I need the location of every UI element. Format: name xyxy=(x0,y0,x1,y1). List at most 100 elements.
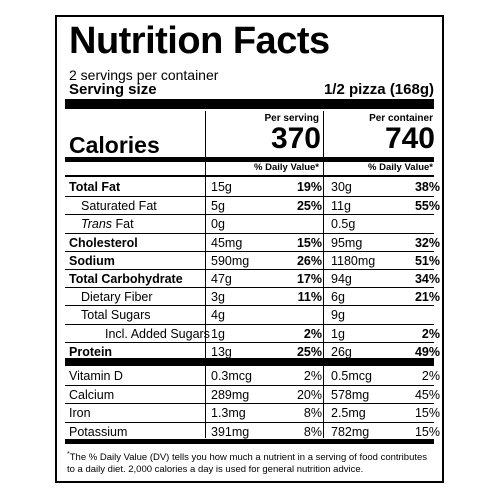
serving-amount: 289mg xyxy=(211,388,250,403)
medium-divider xyxy=(65,157,434,162)
container-amount: 6g xyxy=(331,290,345,305)
nutrient-name-text: Total Fat xyxy=(69,180,121,194)
nutrient-name: Vitamin D xyxy=(69,367,123,385)
nutrient-name: Total Sugars xyxy=(81,306,150,324)
container-amount: 95mg xyxy=(331,235,363,250)
container-percent: 45% xyxy=(414,388,440,403)
calories-per-container: 740 xyxy=(384,122,435,155)
nutrient-name: Dietary Fiber xyxy=(81,288,153,306)
serving-amount: 590mg xyxy=(211,253,250,268)
serving-amount: 0.3mcg xyxy=(211,369,252,383)
thin-divider xyxy=(65,175,434,177)
footnote-star: * xyxy=(67,451,70,458)
container-amount: 30g xyxy=(331,180,352,194)
serving-size-label: Serving size xyxy=(69,81,157,98)
container-percent: 2% xyxy=(421,326,440,341)
nutrient-row: Total Fat 15g 19% 30g 38% xyxy=(65,178,440,196)
container-percent: 2% xyxy=(421,369,440,383)
serving-amount: 5g xyxy=(211,199,225,214)
servings-per-container: 2 servings per container xyxy=(69,67,219,83)
nutrient-name-text: Cholesterol xyxy=(69,235,138,250)
serving-amount: 3g xyxy=(211,290,225,305)
serving-amount: 1.3mg xyxy=(211,406,246,421)
serving-percent: 25% xyxy=(296,344,322,359)
footnote-text: The % Daily Value (DV) tells you how muc… xyxy=(67,452,428,476)
serving-amount: 4g xyxy=(211,308,225,323)
nutrient-name-text: Saturated Fat xyxy=(81,199,157,214)
vitamin-row: Potassium 391mg 8% 782mg 15% xyxy=(65,421,440,441)
nutrient-name-text: Vitamin D xyxy=(69,369,123,383)
nutrient-name: Trans Fat xyxy=(81,215,134,233)
nutrient-name: Incl. Added Sugars xyxy=(105,325,210,343)
nutrient-name-text: Protein xyxy=(69,344,113,359)
nutrient-name-italic: Trans xyxy=(81,217,113,232)
container-amount: 2.5mg xyxy=(331,406,366,421)
nutrient-row: Incl. Added Sugars 1g 2% 1g 2% xyxy=(65,323,440,343)
container-percent: 15% xyxy=(414,424,440,439)
container-amount: 578mg xyxy=(331,388,370,403)
nutrient-name-text: Dietary Fiber xyxy=(81,290,153,305)
nutrient-name: Saturated Fat xyxy=(81,197,157,215)
serving-percent: 19% xyxy=(296,180,322,194)
serving-amount: 0g xyxy=(211,217,225,232)
nutrient-name-text: Potassium xyxy=(69,424,128,439)
nutrient-name: Calcium xyxy=(69,386,114,404)
per-container-header: Per container xyxy=(369,113,433,124)
calories-label: Calories xyxy=(69,132,160,158)
nutrient-name: Total Carbohydrate xyxy=(69,270,183,288)
container-percent: 32% xyxy=(414,235,440,250)
nutrient-name-text: Calcium xyxy=(69,388,115,403)
footnote: *The % Daily Value (DV) tells you how mu… xyxy=(67,449,437,476)
nutrient-row: Saturated Fat 5g 25% 11g 55% xyxy=(65,196,440,215)
container-amount: 782mg xyxy=(331,424,370,439)
vitamin-row: Calcium 289mg 20% 578mg 45% xyxy=(65,385,440,404)
nutrient-name-text: Iron xyxy=(69,406,91,421)
nutrient-name: Sodium xyxy=(69,252,115,270)
nutrient-name: Cholesterol xyxy=(69,234,138,252)
serving-percent: 2% xyxy=(303,369,322,383)
nutrient-name-text: Fat xyxy=(115,217,134,232)
nutrient-name: Protein xyxy=(69,343,112,361)
thick-divider xyxy=(65,99,434,109)
nutrient-name-text: Total Carbohydrate xyxy=(69,272,183,286)
container-amount: 26g xyxy=(331,344,352,359)
nutrient-row: Dietary Fiber 3g 11% 6g 21% xyxy=(65,287,440,306)
serving-amount: 15g xyxy=(211,180,232,194)
container-amount: 0.5g xyxy=(331,217,356,232)
serving-amount: 13g xyxy=(211,344,232,359)
container-percent: 55% xyxy=(414,199,440,214)
serving-percent: 2% xyxy=(303,326,322,341)
container-amount: 11g xyxy=(331,199,351,214)
panel-title: Nutrition Facts xyxy=(69,20,330,62)
serving-amount: 45mg xyxy=(211,235,243,250)
container-percent: 21% xyxy=(414,290,440,305)
serving-amount: 391mg xyxy=(211,424,250,439)
vitamin-row: Iron 1.3mg 8% 2.5mg 15% xyxy=(65,403,440,422)
nutrient-row: Cholesterol 45mg 15% 95mg 32% xyxy=(65,232,440,252)
serving-percent: 25% xyxy=(296,199,322,214)
container-amount: 94g xyxy=(331,272,352,286)
vitamin-row: Vitamin D 0.3mcg 2% 0.5mcg 2% xyxy=(65,367,440,385)
nutrient-row: Total Carbohydrate 47g 17% 94g 34% xyxy=(65,269,440,288)
serving-percent: 8% xyxy=(303,424,322,439)
thick-divider-vitamins xyxy=(65,358,434,366)
daily-value-header-container: % Daily Value* xyxy=(368,162,433,173)
column-divider-container xyxy=(323,111,324,438)
container-amount: 9g xyxy=(331,308,345,323)
nutrient-row: Total Sugars 4g 9g xyxy=(65,305,434,324)
serving-size-value: 1/2 pizza (168g) xyxy=(323,81,434,98)
calories-per-serving: 370 xyxy=(270,122,321,155)
nutrient-row: Sodium 590mg 26% 1180mg 51% xyxy=(65,250,440,270)
container-percent: 49% xyxy=(414,344,440,359)
container-percent: 34% xyxy=(414,272,440,286)
container-amount: 1g xyxy=(331,326,345,341)
serving-percent: 11% xyxy=(297,290,322,305)
serving-percent: 15% xyxy=(296,235,322,250)
container-amount: 0.5mcg xyxy=(331,369,372,383)
nutrient-name-text: Total Sugars xyxy=(81,308,151,323)
nutrient-name: Potassium xyxy=(69,423,127,441)
daily-value-header-serving: % Daily Value* xyxy=(254,162,319,173)
serving-percent: 17% xyxy=(296,272,322,286)
serving-percent: 26% xyxy=(296,253,322,268)
nutrient-row: Protein 13g 25% 26g 49% xyxy=(65,341,440,361)
